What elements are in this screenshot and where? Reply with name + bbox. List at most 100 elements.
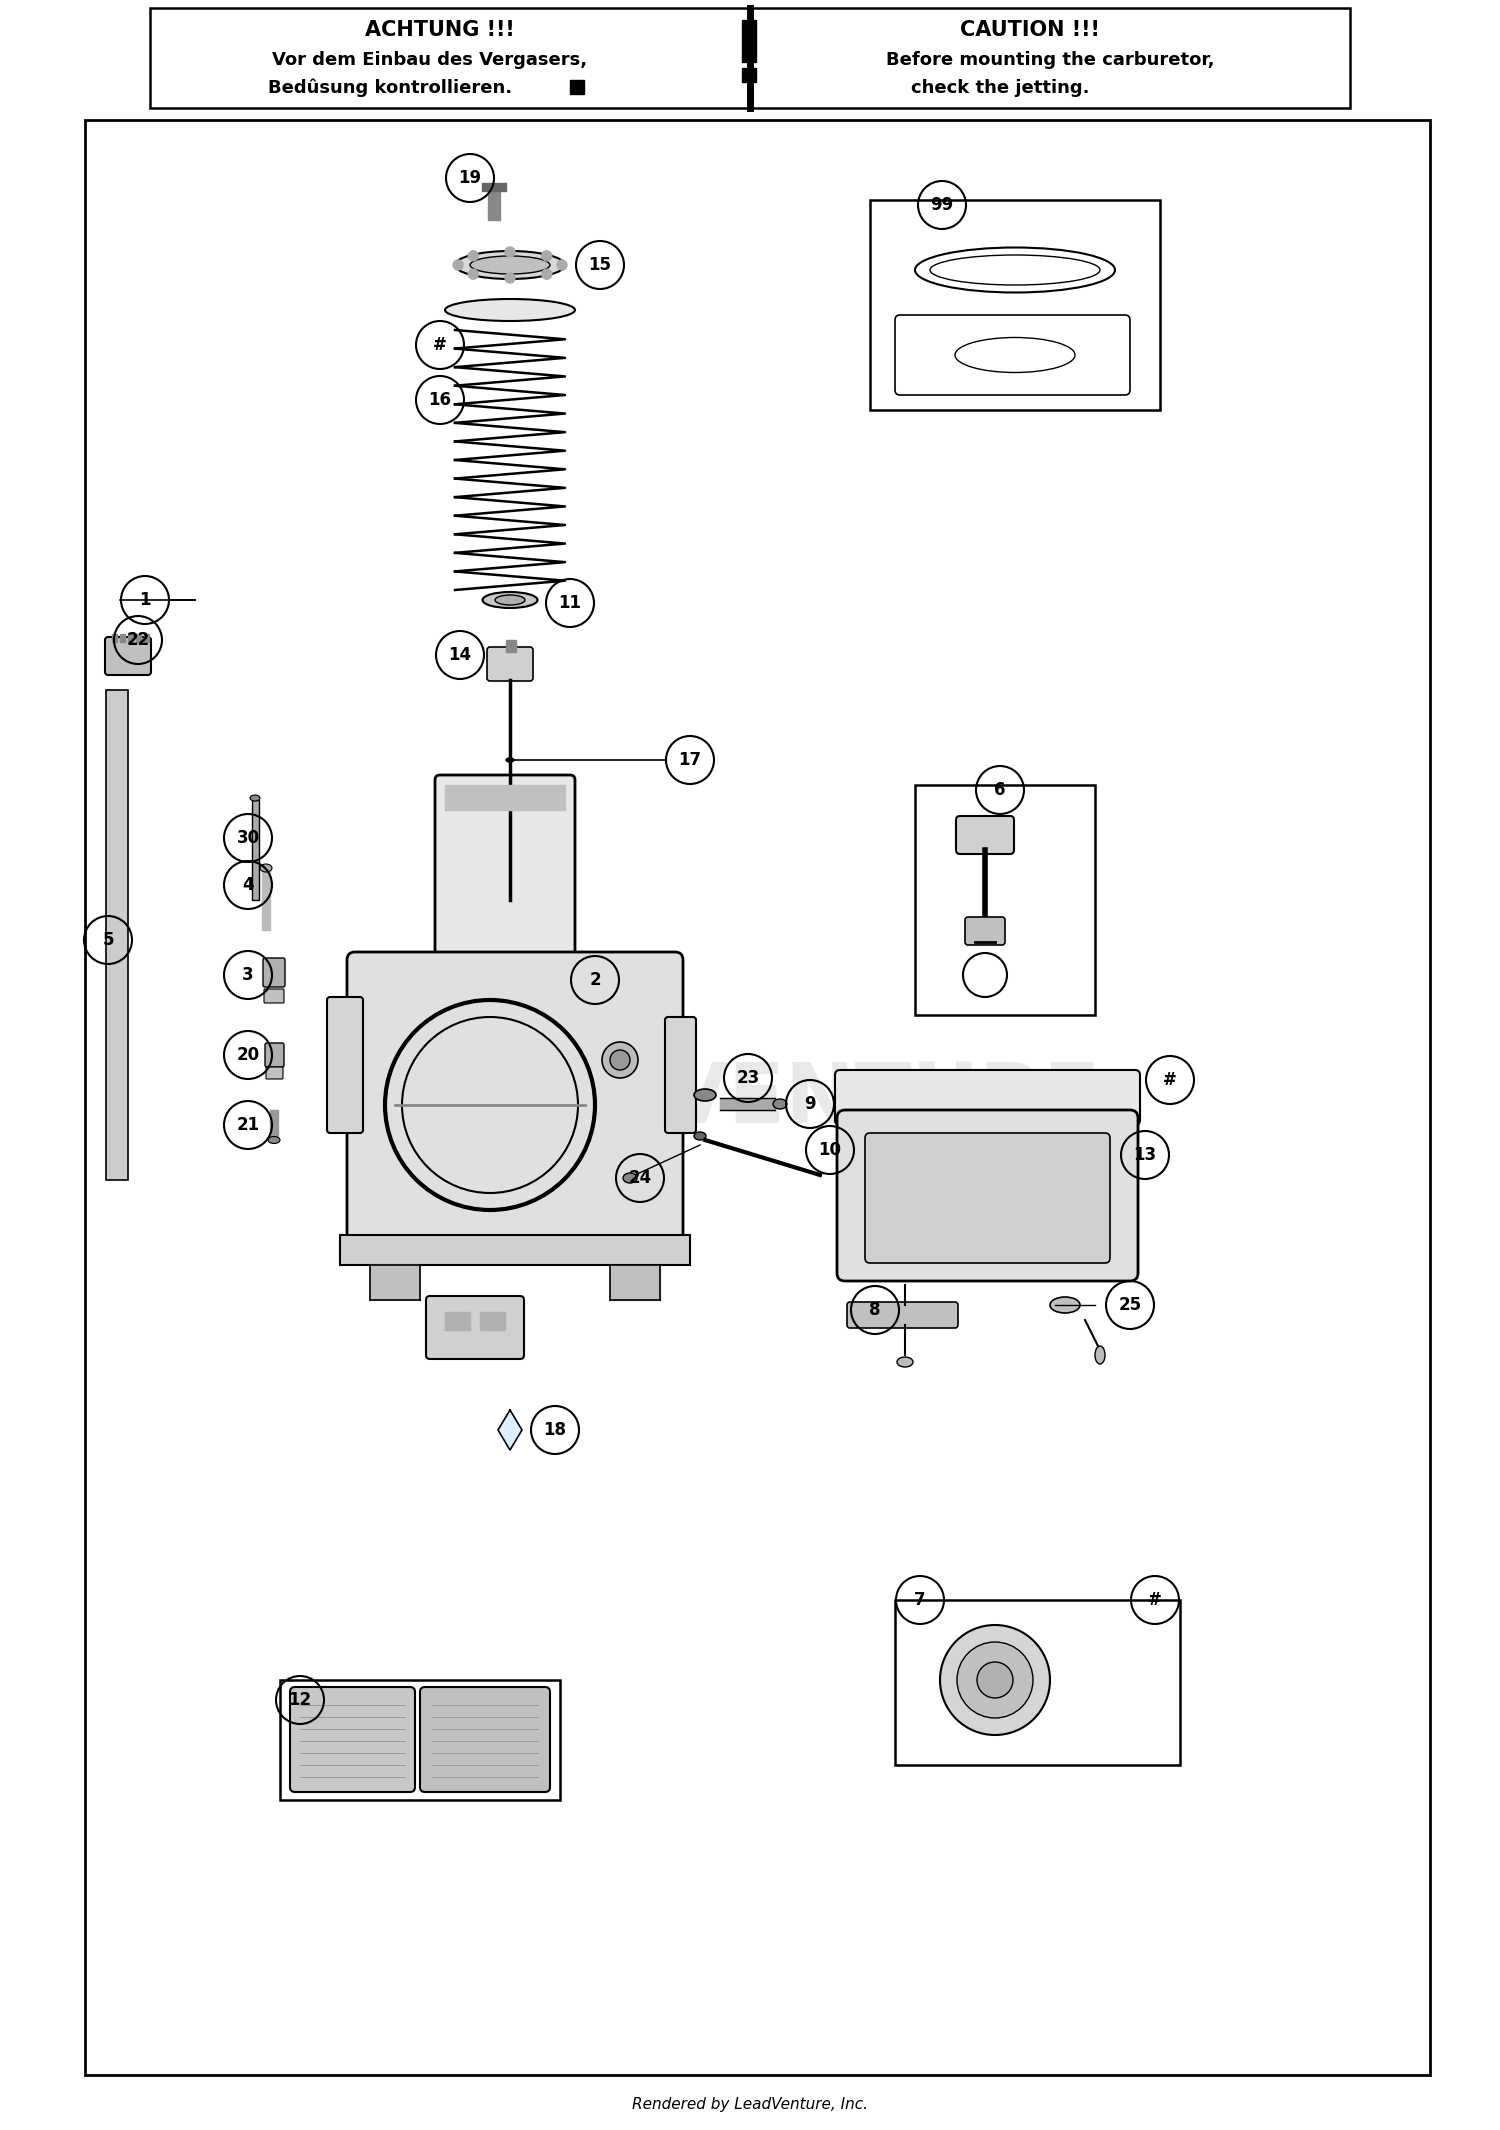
- FancyBboxPatch shape: [964, 918, 1005, 946]
- FancyBboxPatch shape: [435, 775, 574, 969]
- Bar: [610, 1265, 660, 1299]
- Text: LEADVENTURE: LEADVENTURE: [420, 1059, 1100, 1140]
- Circle shape: [976, 1661, 1012, 1698]
- Text: 9: 9: [804, 1095, 816, 1114]
- Ellipse shape: [470, 256, 550, 275]
- FancyBboxPatch shape: [956, 816, 1014, 854]
- Ellipse shape: [1095, 1346, 1106, 1363]
- Text: 10: 10: [819, 1142, 842, 1159]
- Polygon shape: [498, 1410, 522, 1451]
- Circle shape: [542, 251, 552, 260]
- Text: 7: 7: [914, 1591, 926, 1608]
- Text: 15: 15: [588, 256, 612, 275]
- Text: 16: 16: [429, 392, 451, 409]
- Circle shape: [610, 1050, 630, 1069]
- Text: 13: 13: [1134, 1146, 1156, 1163]
- Text: check the jetting.: check the jetting.: [910, 79, 1089, 98]
- FancyBboxPatch shape: [837, 1110, 1138, 1280]
- Text: #: #: [1148, 1591, 1162, 1608]
- Text: 14: 14: [448, 645, 471, 665]
- Circle shape: [957, 1642, 1034, 1719]
- Text: 6: 6: [994, 782, 1005, 799]
- Text: Before mounting the carburetor,: Before mounting the carburetor,: [885, 51, 1215, 68]
- Bar: [482, 183, 506, 192]
- Text: 30: 30: [237, 829, 260, 848]
- Text: 23: 23: [736, 1069, 759, 1086]
- Ellipse shape: [454, 251, 566, 279]
- Ellipse shape: [897, 1357, 914, 1367]
- Bar: [144, 635, 148, 641]
- Bar: [742, 19, 756, 62]
- Bar: [112, 635, 117, 641]
- Bar: [128, 635, 134, 641]
- FancyBboxPatch shape: [426, 1295, 524, 1359]
- FancyBboxPatch shape: [420, 1687, 550, 1791]
- FancyBboxPatch shape: [327, 997, 363, 1133]
- FancyBboxPatch shape: [847, 1301, 958, 1327]
- Text: #: #: [433, 337, 447, 354]
- Text: 25: 25: [1119, 1295, 1142, 1314]
- Bar: [370, 1265, 420, 1299]
- Bar: [446, 786, 566, 809]
- Text: 4: 4: [242, 875, 254, 895]
- Circle shape: [542, 268, 552, 279]
- Bar: [896, 1600, 1180, 1766]
- Text: 20: 20: [237, 1046, 260, 1065]
- Bar: [506, 639, 516, 652]
- FancyBboxPatch shape: [488, 648, 532, 682]
- Ellipse shape: [1050, 1297, 1080, 1312]
- Text: 1: 1: [140, 590, 150, 609]
- FancyBboxPatch shape: [346, 952, 682, 1248]
- Text: 5: 5: [102, 931, 114, 950]
- Bar: [570, 81, 584, 94]
- Ellipse shape: [694, 1088, 715, 1101]
- Bar: [86, 119, 1429, 2075]
- Bar: [106, 690, 128, 1180]
- FancyBboxPatch shape: [865, 1133, 1110, 1263]
- Bar: [742, 68, 756, 81]
- FancyBboxPatch shape: [105, 637, 152, 675]
- Ellipse shape: [495, 594, 525, 605]
- Text: ACHTUNG !!!: ACHTUNG !!!: [364, 19, 514, 40]
- Text: 19: 19: [459, 168, 482, 187]
- Text: #: #: [1162, 1071, 1178, 1088]
- Circle shape: [506, 273, 515, 283]
- FancyBboxPatch shape: [664, 1016, 696, 1133]
- Text: 21: 21: [237, 1116, 260, 1133]
- Text: 8: 8: [870, 1301, 880, 1318]
- Text: 17: 17: [678, 752, 702, 769]
- Text: 11: 11: [558, 594, 582, 611]
- Bar: [870, 200, 1160, 409]
- Circle shape: [602, 1042, 638, 1078]
- FancyBboxPatch shape: [264, 988, 284, 1003]
- Circle shape: [468, 251, 478, 260]
- Circle shape: [556, 260, 567, 271]
- Bar: [446, 1312, 470, 1329]
- Ellipse shape: [506, 758, 515, 763]
- FancyBboxPatch shape: [262, 958, 285, 986]
- Ellipse shape: [268, 1137, 280, 1144]
- Ellipse shape: [446, 298, 574, 322]
- Text: CAUTION !!!: CAUTION !!!: [960, 19, 1100, 40]
- Circle shape: [453, 260, 464, 271]
- Bar: [480, 1312, 506, 1329]
- Ellipse shape: [251, 794, 260, 801]
- FancyBboxPatch shape: [836, 1069, 1140, 1125]
- Text: Bedûsung kontrollieren.: Bedûsung kontrollieren.: [268, 79, 512, 98]
- Text: 2: 2: [590, 971, 602, 988]
- Text: 22: 22: [126, 630, 150, 650]
- Bar: [280, 1681, 560, 1800]
- Bar: [915, 786, 1095, 1016]
- Ellipse shape: [622, 1174, 638, 1182]
- Text: 24: 24: [628, 1169, 651, 1186]
- Ellipse shape: [483, 592, 537, 607]
- Circle shape: [468, 268, 478, 279]
- Text: 99: 99: [930, 196, 954, 213]
- Ellipse shape: [260, 865, 272, 871]
- FancyBboxPatch shape: [290, 1687, 416, 1791]
- Bar: [150, 9, 1350, 109]
- FancyBboxPatch shape: [266, 1044, 284, 1067]
- Text: Rendered by LeadVenture, Inc.: Rendered by LeadVenture, Inc.: [632, 2098, 868, 2113]
- Circle shape: [506, 247, 515, 258]
- Text: Vor dem Einbau des Vergasers,: Vor dem Einbau des Vergasers,: [273, 51, 588, 68]
